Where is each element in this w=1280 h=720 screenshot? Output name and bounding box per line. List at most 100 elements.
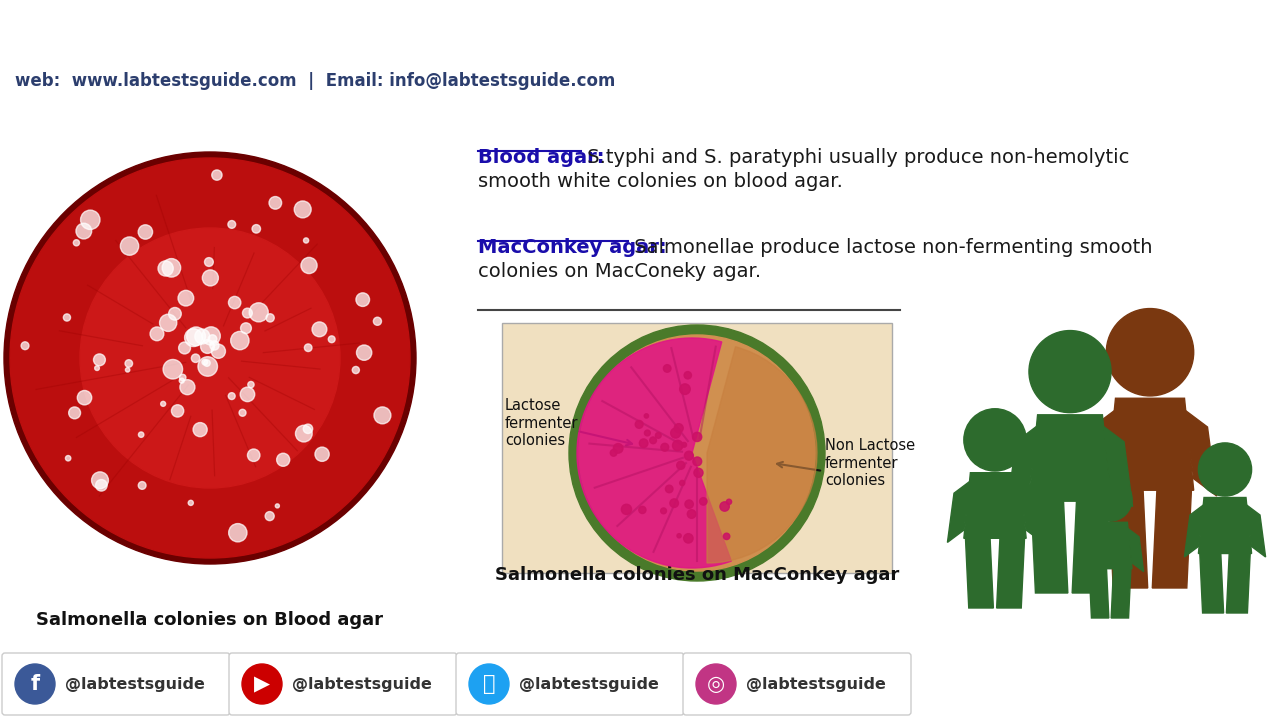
Circle shape <box>138 225 152 239</box>
Polygon shape <box>965 539 993 608</box>
Polygon shape <box>997 539 1024 608</box>
Circle shape <box>160 314 177 331</box>
Circle shape <box>611 449 617 456</box>
Circle shape <box>125 368 129 372</box>
Polygon shape <box>1111 569 1132 618</box>
Circle shape <box>639 439 648 448</box>
Circle shape <box>644 430 650 436</box>
Polygon shape <box>1199 554 1224 613</box>
FancyBboxPatch shape <box>502 323 892 573</box>
Polygon shape <box>1245 505 1266 557</box>
Circle shape <box>663 364 671 372</box>
Circle shape <box>201 340 214 354</box>
Circle shape <box>77 390 92 405</box>
Circle shape <box>73 240 79 246</box>
Circle shape <box>65 456 70 461</box>
Circle shape <box>179 342 191 354</box>
Text: smooth white colonies on blood agar.: smooth white colonies on blood agar. <box>477 172 842 191</box>
Circle shape <box>650 437 657 444</box>
Circle shape <box>178 290 193 306</box>
Polygon shape <box>1020 481 1042 542</box>
Circle shape <box>202 359 207 365</box>
Circle shape <box>229 523 247 542</box>
Circle shape <box>723 533 730 539</box>
Polygon shape <box>1089 569 1108 618</box>
Circle shape <box>211 344 225 359</box>
Circle shape <box>579 335 815 571</box>
Circle shape <box>1088 477 1132 521</box>
Circle shape <box>684 372 691 379</box>
Circle shape <box>169 307 182 320</box>
Circle shape <box>252 225 261 233</box>
Circle shape <box>1106 309 1194 396</box>
Circle shape <box>161 401 165 406</box>
Circle shape <box>669 499 678 508</box>
Circle shape <box>180 379 195 395</box>
Text: Salmonella Characteristics, Diseases, Biochemical Tests and Laboratory diagnosis: Salmonella Characteristics, Diseases, Bi… <box>0 16 1280 44</box>
Circle shape <box>20 342 29 350</box>
Circle shape <box>675 423 684 433</box>
Circle shape <box>644 414 649 418</box>
Circle shape <box>639 506 646 513</box>
Polygon shape <box>1032 501 1068 593</box>
Circle shape <box>685 500 694 508</box>
Circle shape <box>621 504 631 515</box>
Circle shape <box>357 345 371 360</box>
Circle shape <box>303 238 308 243</box>
Circle shape <box>315 447 329 462</box>
Circle shape <box>680 480 685 485</box>
Circle shape <box>269 197 282 210</box>
Circle shape <box>239 409 246 416</box>
Wedge shape <box>577 338 731 568</box>
Circle shape <box>120 237 138 256</box>
Circle shape <box>680 384 690 395</box>
Circle shape <box>242 664 282 704</box>
Text: MacConkey agar:: MacConkey agar: <box>477 238 667 257</box>
Text: ◎: ◎ <box>707 674 726 694</box>
Circle shape <box>303 424 312 433</box>
Circle shape <box>719 502 730 511</box>
Circle shape <box>179 378 184 383</box>
Circle shape <box>163 258 180 277</box>
Circle shape <box>157 261 173 276</box>
Circle shape <box>92 472 109 489</box>
Circle shape <box>726 499 732 505</box>
Circle shape <box>468 664 509 704</box>
Text: 🐦: 🐦 <box>483 674 495 694</box>
Circle shape <box>205 258 214 266</box>
Circle shape <box>352 366 360 374</box>
Circle shape <box>202 327 220 345</box>
Circle shape <box>328 336 335 343</box>
FancyBboxPatch shape <box>3 653 230 715</box>
Polygon shape <box>964 473 1027 539</box>
Text: Non Lactose
fermenter
colonies: Non Lactose fermenter colonies <box>826 438 915 488</box>
Circle shape <box>1029 330 1111 413</box>
Polygon shape <box>1128 528 1143 572</box>
Text: f: f <box>31 674 40 694</box>
Text: Lactose
fermenter
colonies: Lactose fermenter colonies <box>506 398 579 448</box>
Text: ▶: ▶ <box>253 674 270 694</box>
Text: Salmonella colonies on MacConkey agar: Salmonella colonies on MacConkey agar <box>495 566 899 584</box>
Circle shape <box>172 405 184 417</box>
Circle shape <box>195 329 210 344</box>
Circle shape <box>696 664 736 704</box>
Circle shape <box>1198 443 1252 496</box>
Circle shape <box>230 331 250 350</box>
Circle shape <box>81 210 100 230</box>
Circle shape <box>682 442 686 447</box>
Circle shape <box>655 433 662 438</box>
Circle shape <box>301 257 317 274</box>
Circle shape <box>179 374 186 381</box>
Circle shape <box>95 366 100 371</box>
Circle shape <box>241 323 251 333</box>
Text: @labtestsguide: @labtestsguide <box>65 677 205 691</box>
Circle shape <box>677 462 685 469</box>
FancyBboxPatch shape <box>456 653 684 715</box>
Circle shape <box>671 428 681 438</box>
Text: S.typhi and S. paratyphi usually produce non-hemolytic: S.typhi and S. paratyphi usually produce… <box>581 148 1129 167</box>
Circle shape <box>694 468 703 477</box>
Circle shape <box>250 303 269 322</box>
Polygon shape <box>1106 398 1194 490</box>
Circle shape <box>63 314 70 321</box>
Circle shape <box>184 329 202 346</box>
